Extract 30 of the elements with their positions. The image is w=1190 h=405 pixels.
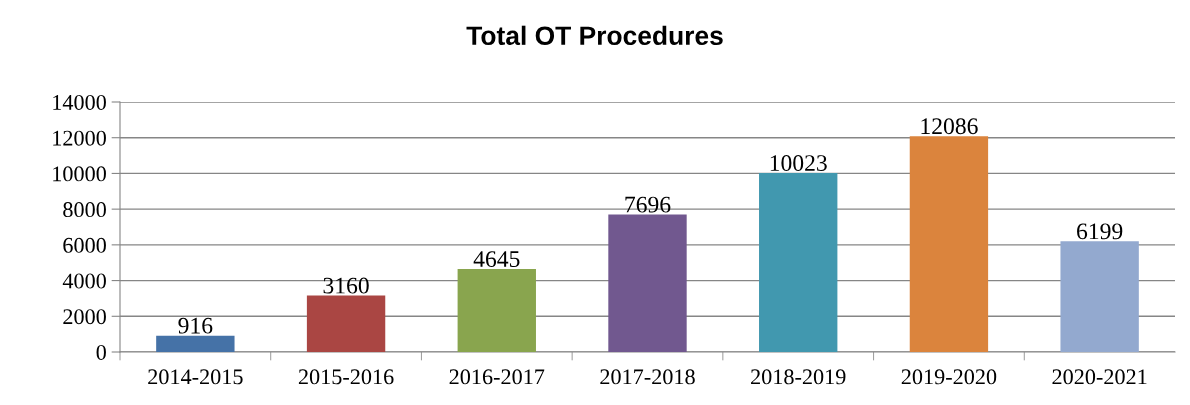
y-tick-label: 6000 [63, 237, 106, 253]
x-tick-label: 2016-2017 [449, 369, 545, 385]
bar [1060, 241, 1139, 352]
bar [156, 335, 235, 352]
x-tick-label: 2014-2015 [148, 369, 243, 385]
bar [759, 173, 838, 352]
x-tick-label: 2020-2021 [1052, 369, 1147, 385]
data-label: 4645 [473, 251, 520, 268]
bar [306, 295, 386, 352]
data-label: 6199 [1077, 223, 1123, 240]
x-tick-label: 2017-2018 [600, 369, 695, 385]
data-label: 10023 [770, 155, 827, 171]
y-tick-label: 14000 [53, 94, 106, 110]
data-label: 7696 [625, 196, 671, 213]
data-label: 3160 [323, 277, 369, 294]
y-tick-label: 12000 [53, 130, 106, 146]
y-tick-label: 8000 [63, 202, 106, 218]
y-tick-label: 10000 [53, 166, 106, 182]
bar [457, 269, 536, 352]
y-tick-label: 4000 [62, 273, 106, 289]
x-tick-label: 2015-2016 [298, 369, 394, 385]
data-label: 916 [178, 317, 213, 334]
y-tick-label: 0 [96, 344, 106, 360]
x-tick-label: 2018-2019 [751, 369, 846, 385]
bar [608, 214, 687, 352]
x-tick-label: 2019-2020 [901, 369, 997, 385]
y-tick-label: 2000 [63, 309, 106, 325]
bar [909, 136, 989, 352]
chart-title: Total OT Procedures [466, 25, 723, 46]
data-label: 12086 [921, 118, 978, 135]
